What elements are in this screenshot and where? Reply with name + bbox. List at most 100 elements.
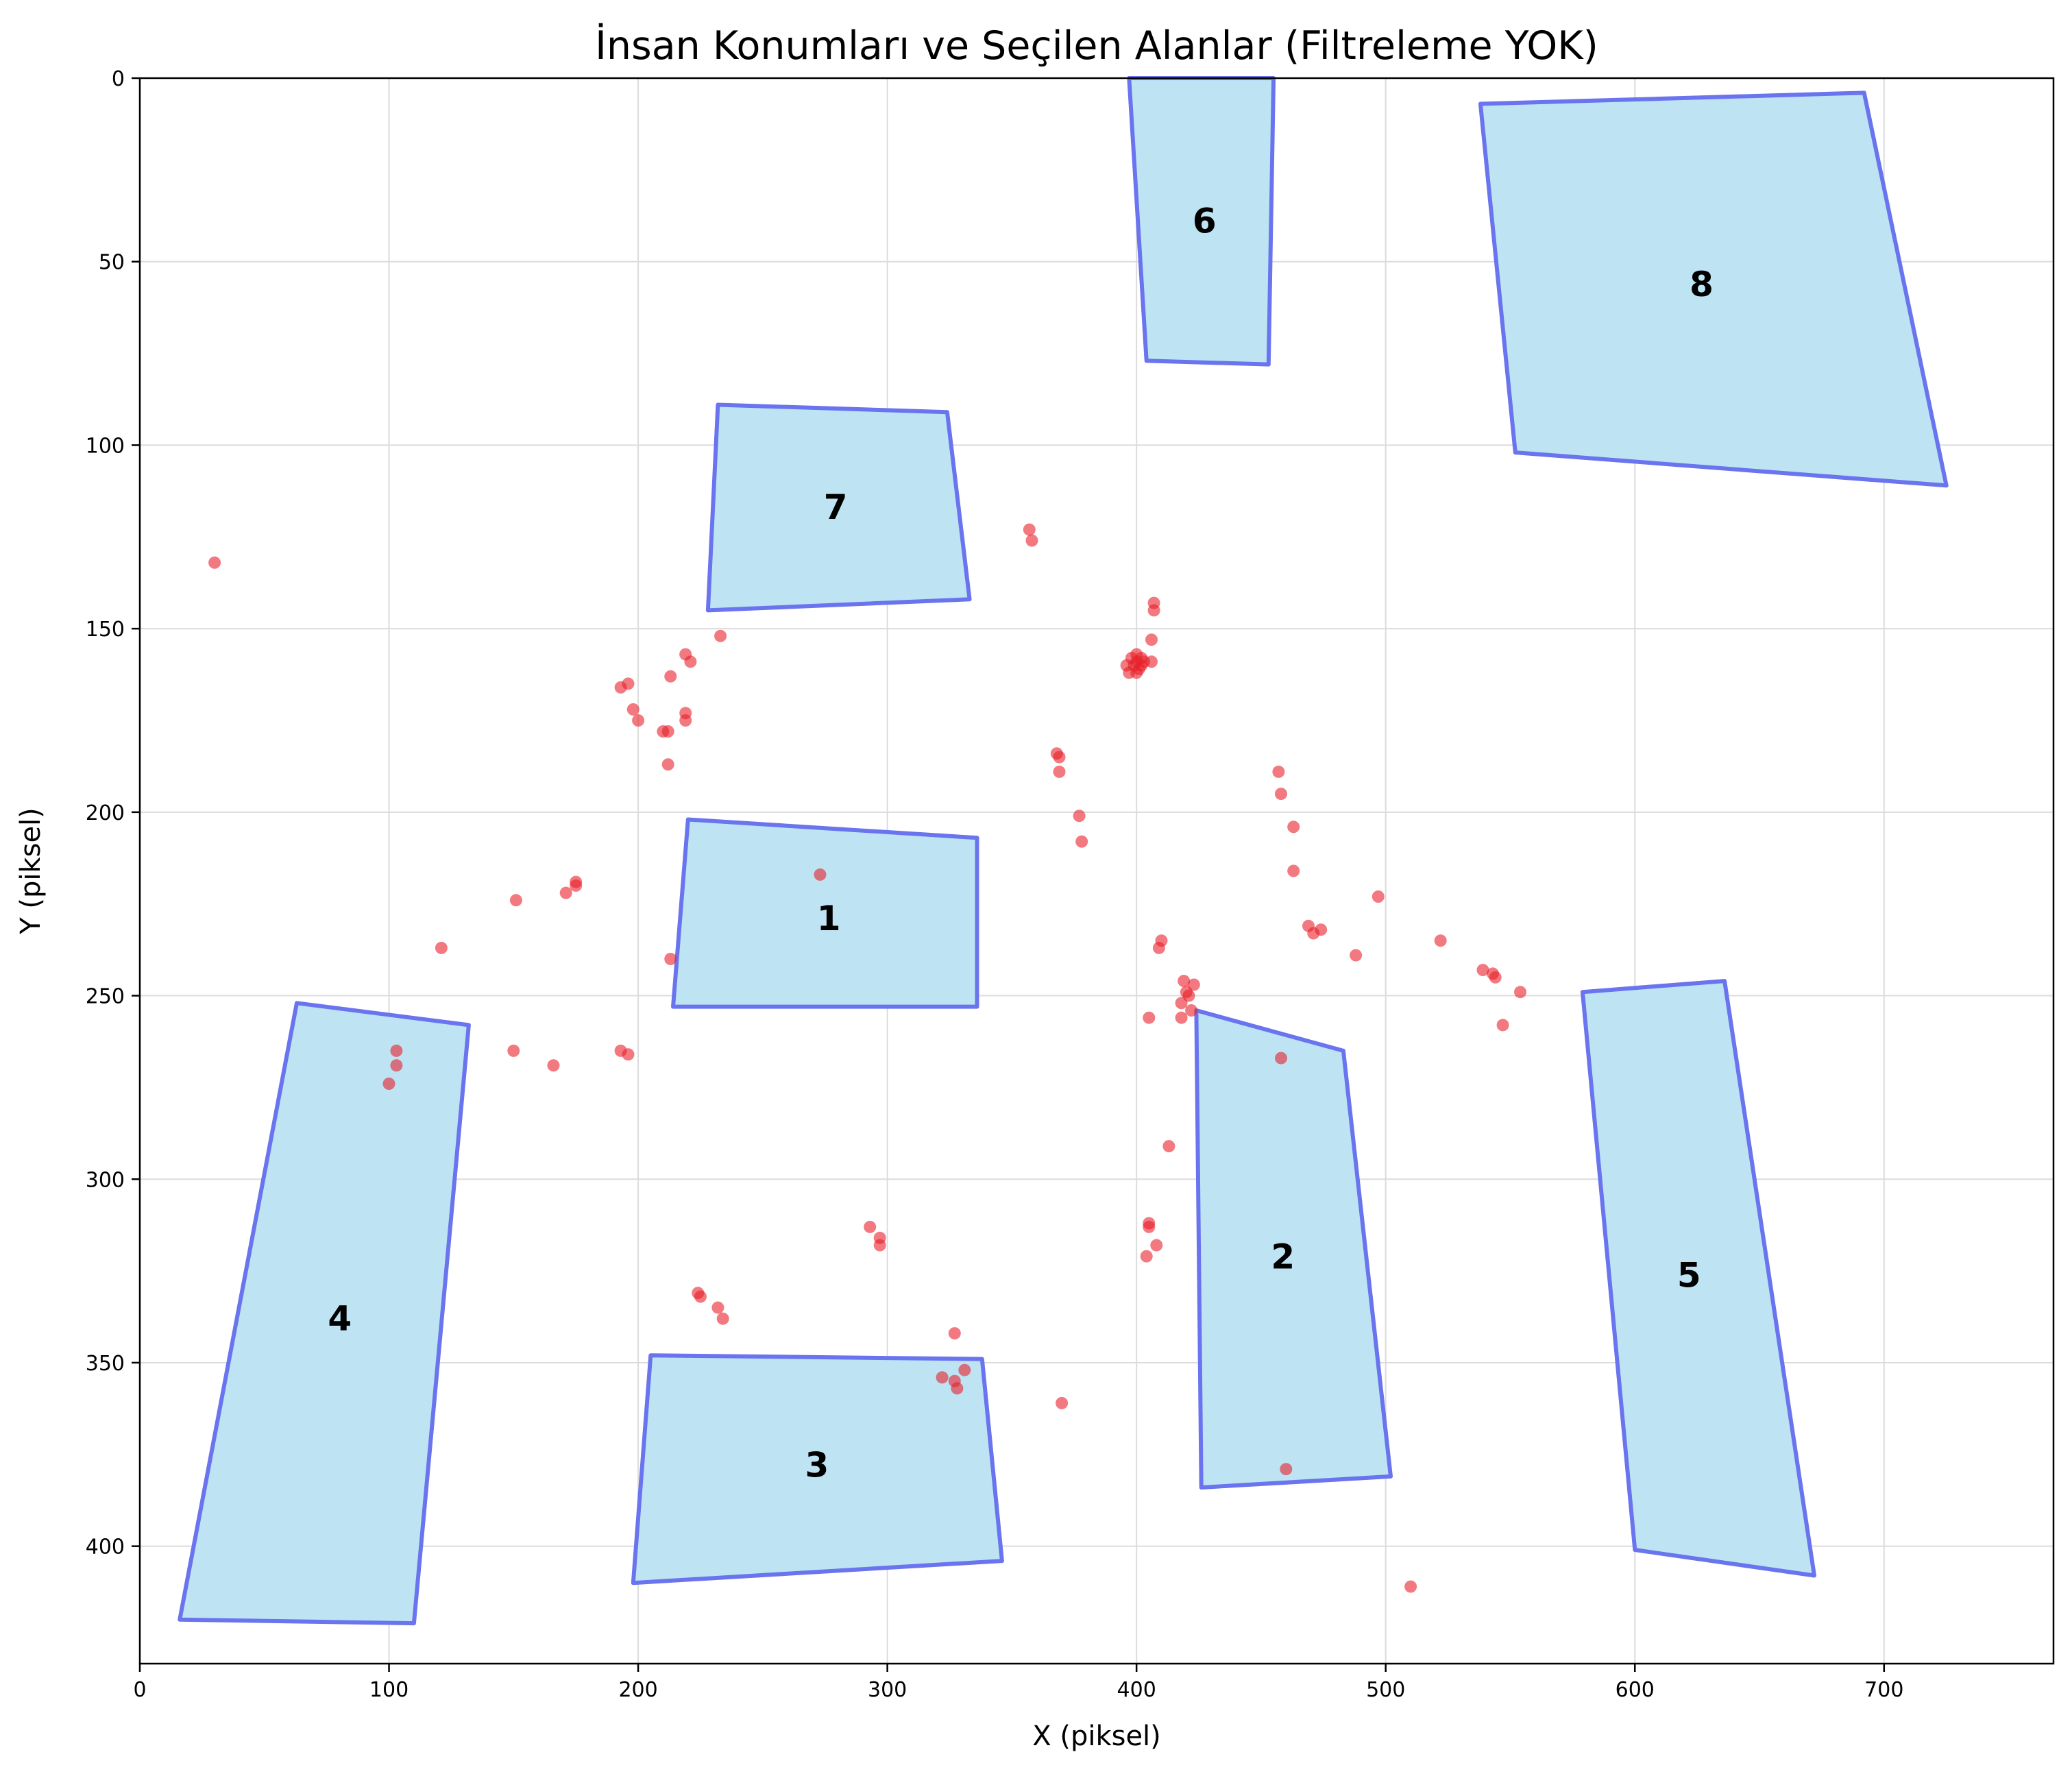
x-tick-label: 700 bbox=[1864, 1678, 1903, 1702]
person-point bbox=[1175, 997, 1188, 1010]
person-point bbox=[714, 629, 727, 642]
person-point bbox=[390, 1044, 403, 1057]
person-point bbox=[1162, 1140, 1175, 1153]
person-point bbox=[1147, 604, 1160, 617]
person-point bbox=[1138, 655, 1151, 668]
y-tick-label: 250 bbox=[86, 985, 125, 1009]
region-3-label: 3 bbox=[805, 1446, 829, 1485]
person-point bbox=[936, 1371, 949, 1384]
person-point bbox=[208, 556, 221, 569]
person-point bbox=[711, 1301, 724, 1314]
person-point bbox=[1073, 810, 1086, 823]
person-point bbox=[559, 886, 572, 899]
region-2-polygon bbox=[1194, 1008, 1393, 1490]
person-point bbox=[1275, 788, 1287, 801]
person-point bbox=[664, 953, 677, 965]
person-point bbox=[664, 670, 677, 683]
person-point bbox=[622, 1048, 635, 1061]
person-point bbox=[1280, 1463, 1293, 1476]
person-point bbox=[622, 677, 635, 690]
y-axis-label: Y (piksel) bbox=[15, 807, 47, 935]
person-point bbox=[1496, 1019, 1509, 1032]
person-point bbox=[1434, 934, 1447, 947]
y-tick-label: 50 bbox=[99, 251, 125, 275]
person-point bbox=[951, 1382, 964, 1395]
region-8-polygon bbox=[1478, 90, 1949, 488]
region-6-label: 6 bbox=[1193, 201, 1217, 241]
person-point bbox=[661, 758, 674, 771]
person-point bbox=[1476, 964, 1489, 977]
x-tick-label: 0 bbox=[133, 1678, 146, 1702]
region-1-polygon bbox=[671, 817, 979, 1009]
person-point bbox=[1056, 1396, 1069, 1409]
x-tick-label: 500 bbox=[1366, 1678, 1405, 1702]
x-tick-label: 400 bbox=[1117, 1678, 1156, 1702]
person-point bbox=[873, 1239, 886, 1252]
region-7-label: 7 bbox=[824, 487, 848, 527]
person-point bbox=[1489, 971, 1502, 984]
x-axis-label: X (piksel) bbox=[1032, 1721, 1161, 1752]
person-point bbox=[958, 1363, 971, 1376]
axis-ticks: 0 100 200 300 400 500 600 700 0 50 100 150 200 250 300… bbox=[86, 67, 1904, 1702]
region-4-polygon bbox=[178, 1001, 471, 1626]
person-point bbox=[1350, 949, 1363, 962]
person-point bbox=[626, 703, 639, 716]
person-point bbox=[814, 868, 827, 881]
person-point bbox=[1023, 523, 1036, 536]
y-tick-label: 300 bbox=[86, 1168, 125, 1192]
region-5-polygon bbox=[1580, 979, 1816, 1578]
person-point bbox=[547, 1059, 560, 1072]
person-point bbox=[1404, 1580, 1417, 1593]
person-point bbox=[694, 1290, 707, 1303]
person-point bbox=[390, 1059, 403, 1072]
region-4-label: 4 bbox=[328, 1298, 352, 1338]
person-point bbox=[1275, 1052, 1287, 1065]
person-point bbox=[864, 1220, 877, 1233]
x-tick-label: 300 bbox=[868, 1678, 907, 1702]
y-tick-label: 150 bbox=[86, 618, 125, 642]
region-7-polygon bbox=[705, 402, 972, 613]
person-point bbox=[1287, 864, 1300, 877]
y-tick-label: 350 bbox=[86, 1352, 125, 1376]
person-point bbox=[1140, 1250, 1153, 1263]
person-point bbox=[1315, 923, 1328, 936]
y-tick-label: 400 bbox=[86, 1535, 125, 1559]
plot-frame bbox=[138, 77, 2055, 1665]
person-point bbox=[1053, 751, 1066, 764]
person-point bbox=[1287, 821, 1300, 834]
person-point bbox=[679, 714, 692, 727]
x-tick-label: 100 bbox=[369, 1678, 409, 1702]
region-5-label: 5 bbox=[1677, 1255, 1701, 1295]
person-point bbox=[1185, 1004, 1198, 1017]
y-tick-label: 200 bbox=[86, 801, 125, 825]
region-2-label: 2 bbox=[1271, 1237, 1295, 1277]
person-point bbox=[1053, 765, 1066, 778]
person-point bbox=[1178, 975, 1191, 988]
person-point bbox=[948, 1327, 961, 1340]
person-point bbox=[1145, 633, 1158, 646]
region-1-label: 1 bbox=[817, 899, 841, 938]
person-point bbox=[661, 725, 674, 738]
person-point bbox=[509, 894, 522, 907]
y-tick-label: 100 bbox=[86, 434, 125, 458]
person-point bbox=[1075, 835, 1088, 848]
person-point bbox=[716, 1312, 729, 1325]
person-point bbox=[1514, 986, 1526, 999]
person-point bbox=[684, 655, 697, 668]
person-point bbox=[382, 1078, 395, 1090]
person-point bbox=[1152, 941, 1165, 954]
person-point bbox=[1143, 1220, 1156, 1233]
person-point bbox=[507, 1044, 520, 1057]
person-point bbox=[1150, 1239, 1163, 1252]
person-point bbox=[1130, 666, 1143, 679]
person-point bbox=[435, 941, 448, 954]
x-tick-label: 600 bbox=[1616, 1678, 1655, 1702]
region-8-label: 8 bbox=[1690, 265, 1714, 304]
region-3-polygon bbox=[631, 1353, 1004, 1585]
y-tick-label: 0 bbox=[112, 67, 125, 91]
regions-layer: 1 2 3 4 5 6 7 8 bbox=[178, 76, 1949, 1626]
person-point bbox=[632, 714, 645, 727]
chart-title: İnsan Konumları ve Seçilen Alanlar (Filt… bbox=[595, 23, 1598, 69]
person-point bbox=[1372, 890, 1385, 903]
